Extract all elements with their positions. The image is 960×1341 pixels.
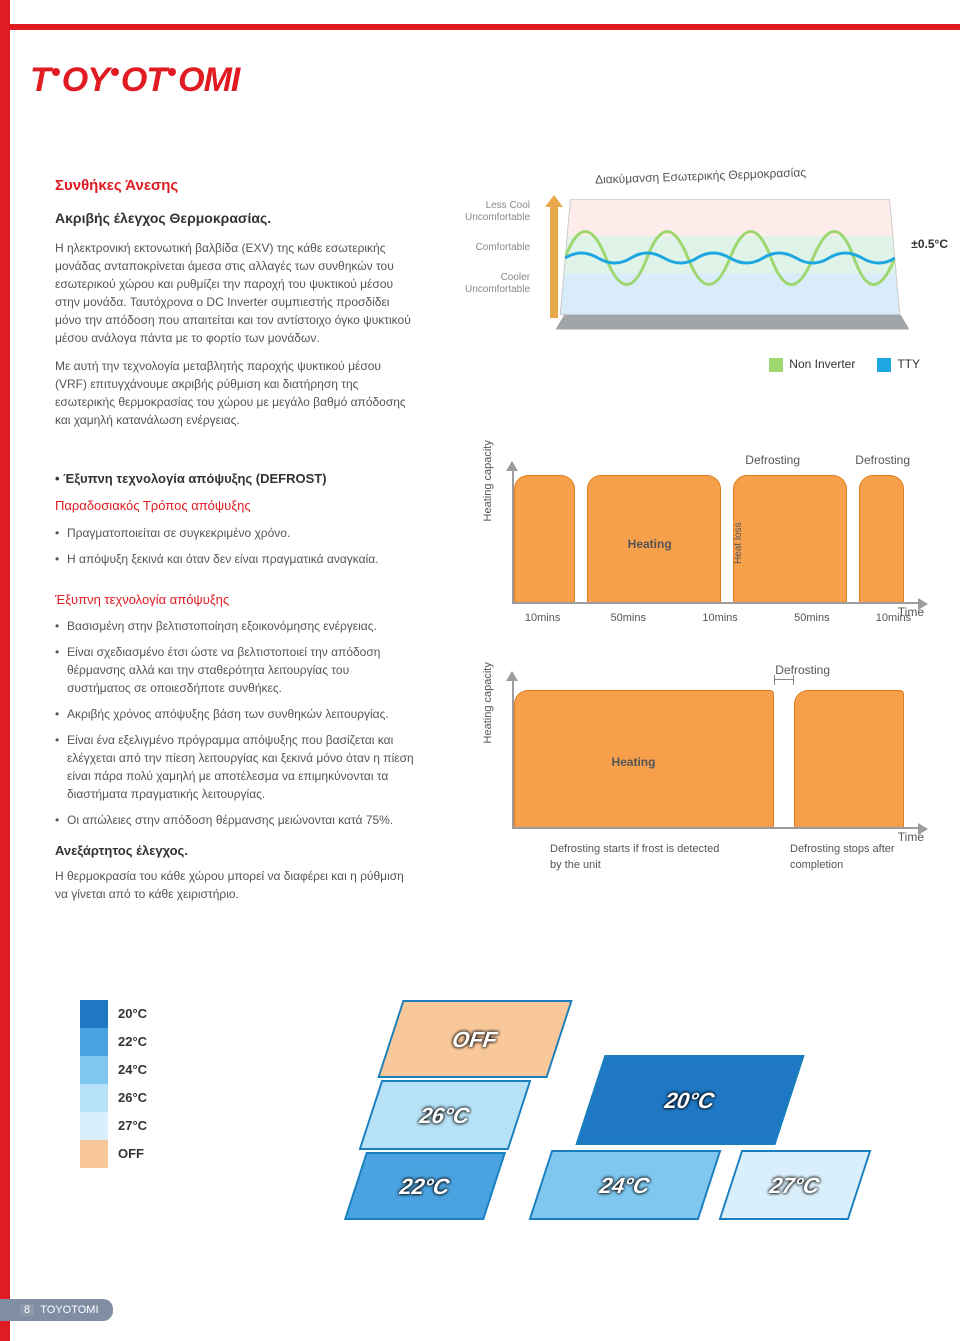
footer-brand: TOYOTOMI xyxy=(40,1304,98,1316)
legend-label-noninverter: Non Inverter xyxy=(789,357,855,371)
temp-swatch-column xyxy=(80,1000,108,1168)
top-red-stripe xyxy=(10,24,960,30)
page-number: 8 xyxy=(20,1304,34,1316)
chart-temperature-fluctuation: Διακύμανση Εσωτερικής Θερμοκρασίας Less … xyxy=(445,175,920,365)
para-exv: Η ηλεκτρονική εκτονωτική βαλβίδα (EXV) τ… xyxy=(55,239,415,347)
c2-tick: 50mins xyxy=(757,610,867,627)
trad-defrost-bullets: Πραγματοποιείται σε συγκεκριμένο χρόνο. … xyxy=(55,524,415,568)
c2-plot-area: Heating Heat loss xyxy=(512,469,920,604)
indep-control-title: Ανεξάρτητος έλεγχος. xyxy=(55,841,415,861)
c2-tick: 50mins xyxy=(573,610,683,627)
brand-logo: TOYOTOMI xyxy=(30,55,239,106)
c2-xticks: 10mins 50mins 10mins 50mins 10mins xyxy=(512,610,920,627)
band-label-mid: Comfortable xyxy=(465,242,530,254)
smart-bullet: Είναι σχεδιασμένο έτσι ώστε να βελτιστοπ… xyxy=(55,643,415,697)
chart1-legend: Non Inverter TTY xyxy=(769,355,920,373)
room-20: 20°C xyxy=(575,1055,804,1145)
legend-label-tty: TTY xyxy=(897,357,920,371)
c2-tick: 10mins xyxy=(512,610,573,627)
heading-defrost: • Έξυπνη τεχνολογία απόψυξης (DEFROST) xyxy=(55,469,415,489)
chart1-title: Διακύμανση Εσωτερικής Θερμοκρασίας xyxy=(595,163,807,188)
room-26: 26°C xyxy=(359,1080,532,1150)
c3-caption-right: Defrosting stops after completion xyxy=(790,841,910,874)
trad-bullet: Η απόψυξη ξεκινά και όταν δεν είναι πραγ… xyxy=(55,550,415,568)
smart-defrost-title: Έξυπνη τεχνολογία απόψυξης xyxy=(55,590,415,610)
chart-traditional-defrost: Defrosting Defrosting Heating capacity H… xyxy=(490,469,920,639)
smart-bullet: Είναι ένα εξελιγμένο πρόγραμμα απόψυξης … xyxy=(55,731,415,803)
smart-defrost-bullets: Βασισμένη στην βελτιστοποίηση εξοικονόμη… xyxy=(55,617,415,829)
smart-bullet: Ακριβής χρόνος απόψυξης βάση των συνθηκώ… xyxy=(55,705,415,723)
temp-label: OFF xyxy=(118,1140,147,1168)
c3-bar xyxy=(794,690,904,826)
room-off: OFF xyxy=(377,1000,572,1078)
temp-swatch xyxy=(80,1000,108,1028)
temp-swatch xyxy=(80,1112,108,1140)
c2-xlabel: Time xyxy=(898,603,924,621)
temp-swatch xyxy=(80,1084,108,1112)
c2-heating-label: Heating xyxy=(628,535,672,553)
c2-defrost-label-1: Defrosting xyxy=(745,451,800,469)
c3-heating-label: Heating xyxy=(611,753,655,771)
room-22: 22°C xyxy=(344,1152,506,1220)
temp-swatch xyxy=(80,1056,108,1084)
temperature-legend: 20°C 22°C 24°C 26°C 27°C OFF xyxy=(80,1000,200,1168)
chart1-base-shadow xyxy=(555,315,909,330)
temp-label-column: 20°C 22°C 24°C 26°C 27°C OFF xyxy=(118,1000,147,1168)
para-vrf: Με αυτή την τεχνολογία μεταβλητής παροχή… xyxy=(55,357,415,429)
temp-label: 24°C xyxy=(118,1056,147,1084)
room-27: 27°C xyxy=(719,1150,872,1220)
trad-bullet: Πραγματοποιείται σε συγκεκριμένο χρόνο. xyxy=(55,524,415,542)
band-label-cold: CoolerUncomfortable xyxy=(465,272,530,296)
floorplan-isometric: OFF 26°C 20°C 22°C 24°C 27°C xyxy=(260,1000,900,1230)
chart1-tolerance: ±0.5°C xyxy=(911,235,948,253)
band-label-hot: Less CoolUncomfortable xyxy=(465,200,530,224)
trad-defrost-title: Παραδοσιακός Τρόπος απόψυξης xyxy=(55,496,415,516)
temp-label: 22°C xyxy=(118,1028,147,1056)
chart-smart-defrost: Defrosting Heating capacity Heating Time… xyxy=(490,679,920,874)
footer-page-badge: 8 TOYOTOMI xyxy=(0,1299,113,1322)
section-title-comfort: Συνθήκες Άνεσης xyxy=(55,175,415,198)
legend-swatch-tty xyxy=(877,358,891,372)
legend-swatch-noninverter xyxy=(769,358,783,372)
c2-bar xyxy=(859,475,904,601)
temp-label: 20°C xyxy=(118,1000,147,1028)
temp-swatch xyxy=(80,1028,108,1056)
side-red-bar xyxy=(0,0,10,1341)
temp-label: 26°C xyxy=(118,1084,147,1112)
section-subtitle: Ακριβής έλεγχος Θερμοκρασίας. xyxy=(55,208,415,229)
c2-tick: 10mins xyxy=(683,610,756,627)
c3-plot-area: Heating xyxy=(512,679,920,829)
c3-gap-dim xyxy=(774,675,794,685)
c3-ylabel: Heating capacity xyxy=(480,662,497,743)
chart1-band-labels: Less CoolUncomfortable Comfortable Coole… xyxy=(465,200,530,314)
c2-bar xyxy=(733,475,847,601)
c2-ylabel: Heating capacity xyxy=(480,440,497,521)
smart-bullet: Οι απώλειες στην απόδοση θέρμανσης μειών… xyxy=(55,811,415,829)
chart1-waves xyxy=(565,200,895,315)
c3-caption-left: Defrosting starts if frost is detected b… xyxy=(550,841,720,874)
room-24: 24°C xyxy=(529,1150,722,1220)
c2-heatloss-label: Heat loss xyxy=(731,523,746,565)
indep-control-para: Η θερμοκρασία του κάθε χώρου μπορεί να δ… xyxy=(55,867,415,903)
c2-defrost-label-2: Defrosting xyxy=(855,451,910,469)
c2-bar xyxy=(514,475,575,601)
smart-bullet: Βασισμένη στην βελτιστοποίηση εξοικονόμη… xyxy=(55,617,415,635)
temp-swatch xyxy=(80,1140,108,1168)
temp-label: 27°C xyxy=(118,1112,147,1140)
